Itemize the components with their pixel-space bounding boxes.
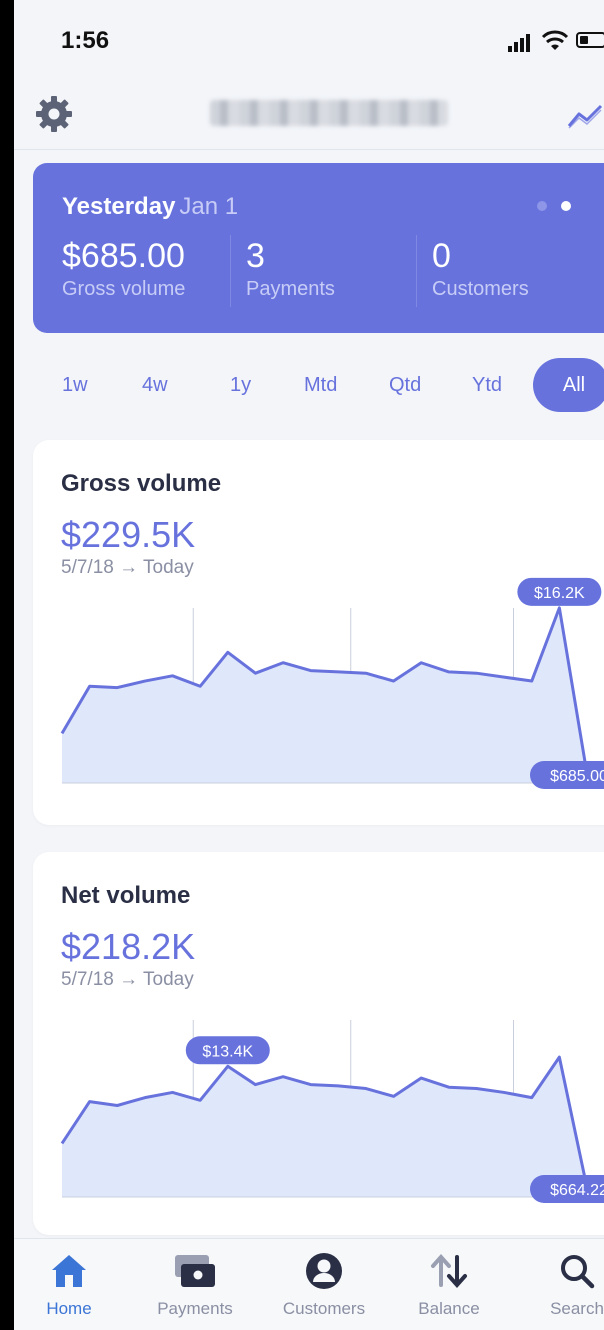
range-1y[interactable]: 1y: [230, 374, 252, 396]
wifi-icon: [541, 30, 569, 50]
tab-home[interactable]: Home: [14, 1251, 124, 1319]
gross-volume-card[interactable]: Gross volume $229.5K 5/7/18 → Today $16.…: [33, 440, 604, 825]
tab-label: Payments: [157, 1299, 233, 1318]
tab-label: Customers: [282, 1299, 366, 1318]
chart-max-label: $13.4K: [202, 1043, 253, 1060]
chart-last-label: $685.00: [550, 768, 604, 785]
home-icon: [52, 1255, 86, 1287]
chart-last-pill: [530, 1175, 604, 1203]
chart-max-label: $16.2K: [534, 585, 585, 602]
metric-label: Customers: [432, 278, 529, 300]
battery-icon: [576, 32, 604, 48]
balance-icon: [431, 1253, 467, 1289]
tab-customers[interactable]: Customers: [269, 1251, 379, 1319]
chart-line: [60, 606, 589, 775]
metric-value: 3: [246, 237, 265, 275]
chart-line: [60, 1055, 589, 1189]
search-icon: [561, 1255, 595, 1289]
metric-value: 0: [432, 237, 451, 275]
gross-volume-chart[interactable]: $16.2K $685.00: [33, 440, 604, 825]
metric-label: Payments: [246, 278, 335, 300]
card-title: Gross volume: [61, 470, 222, 497]
summary-day-label: Yesterday: [62, 193, 176, 220]
range-4w[interactable]: 4w: [142, 374, 168, 396]
screen: 1:56: [14, 0, 604, 1330]
range-qtd[interactable]: Qtd: [389, 374, 422, 396]
metric-customers: 0 Customers: [432, 237, 529, 301]
chart-max-pill: [517, 577, 602, 606]
card-amount: $218.2K: [61, 926, 196, 967]
status-bar: 1:56: [14, 0, 604, 80]
status-time: 1:56: [61, 27, 110, 54]
divider: [230, 235, 231, 307]
range-ytd[interactable]: Ytd: [472, 374, 503, 396]
summary-date: Jan 1: [179, 193, 239, 220]
metric-payments: 3 Payments: [246, 237, 335, 301]
page-dot-active: [561, 201, 571, 211]
card-title: Net volume: [61, 882, 191, 909]
trend-icon[interactable]: [567, 98, 604, 130]
chart-area: [62, 1057, 587, 1197]
metric-value: $685.00: [62, 237, 185, 275]
summary-day: Yesterday Jan 1: [62, 193, 238, 221]
chart-last-pill: [530, 761, 604, 789]
card-date-range: 5/7/18 → Today: [61, 969, 194, 990]
metric-gross-volume: $685.00 Gross volume: [62, 237, 185, 301]
chart-last-label: $664.22: [550, 1182, 604, 1199]
summary-card[interactable]: Yesterday Jan 1 $685.00 Gross volume 3 Pa…: [33, 163, 604, 333]
account-name[interactable]: [210, 100, 448, 126]
payments-icon: [175, 1255, 215, 1287]
card-amount: $229.5K: [61, 514, 196, 555]
gear-icon[interactable]: [32, 92, 76, 136]
tab-label: Search: [550, 1299, 604, 1318]
tab-payments[interactable]: Payments: [140, 1251, 250, 1319]
range-selector: 1w 4w 1y Mtd Qtd Ytd All: [14, 358, 604, 416]
net-volume-chart[interactable]: $13.4K $664.22: [33, 852, 604, 1235]
card-date-range: 5/7/18 → Today: [61, 557, 194, 578]
metric-label: Gross volume: [62, 278, 186, 300]
tab-search[interactable]: Search: [522, 1251, 604, 1319]
net-volume-card[interactable]: Net volume $218.2K 5/7/18 → Today $13.4K…: [33, 852, 604, 1235]
tab-balance[interactable]: Balance: [394, 1251, 504, 1319]
customers-icon: [306, 1253, 342, 1289]
tab-label: Balance: [418, 1299, 480, 1318]
range-1w[interactable]: 1w: [62, 374, 88, 396]
page-dot: [537, 201, 547, 211]
divider: [416, 235, 417, 307]
chart-area: [62, 607, 587, 783]
range-all[interactable]: All: [533, 358, 604, 412]
tab-label: Home: [46, 1299, 92, 1318]
top-bar: [14, 80, 604, 150]
tab-bar: Home Payments Customers: [14, 1238, 604, 1330]
chart-max-pill: [185, 1036, 270, 1065]
page-indicator: [537, 201, 571, 211]
signal-icon: [508, 34, 530, 52]
range-mtd[interactable]: Mtd: [304, 374, 338, 396]
